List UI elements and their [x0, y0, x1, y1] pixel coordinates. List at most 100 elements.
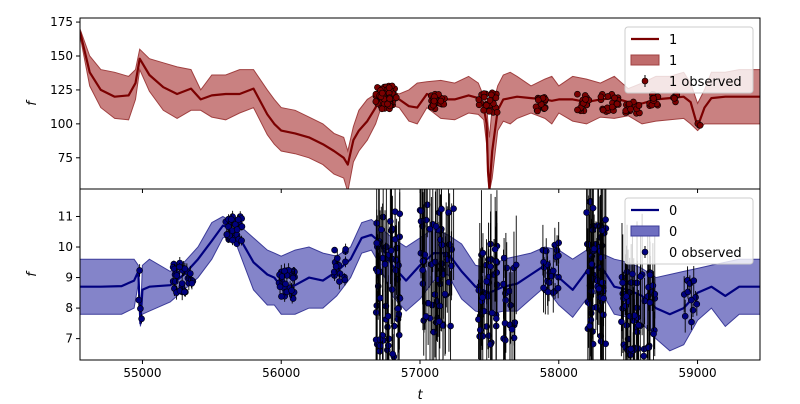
observed-point [173, 272, 181, 279]
observed-point [650, 95, 657, 102]
observed-point [681, 312, 689, 320]
observed-point [432, 223, 440, 230]
observed-point [510, 334, 518, 342]
observed-point [438, 205, 445, 213]
observed-point [488, 309, 496, 317]
legend-box [624, 26, 754, 94]
observed-point [424, 299, 432, 307]
observed-point [331, 246, 338, 254]
observed-point [172, 278, 179, 285]
observed-point [421, 251, 429, 259]
observed-point [372, 98, 380, 105]
plot-area [80, 189, 760, 360]
observed-point [507, 301, 514, 309]
observed-point [374, 268, 381, 275]
observed-point [384, 312, 392, 320]
observed-point [600, 294, 607, 302]
observed-point [437, 97, 445, 105]
legend-label: 0 [669, 225, 677, 240]
bottom-panel: 7 8 9 10 11 55000 56000 57000 58000 59000 f t 0 0 0 ob… [25, 188, 761, 403]
observed-point [342, 258, 349, 266]
observed-point [508, 325, 516, 333]
observed-point [238, 223, 246, 230]
observed-point [447, 322, 454, 330]
x-tick-label: 55000 [123, 366, 161, 380]
observed-point [381, 260, 389, 268]
observed-point [396, 210, 404, 218]
observed-point [378, 89, 386, 97]
observed-point [586, 322, 594, 330]
observed-point [611, 94, 618, 102]
observed-point [597, 93, 605, 101]
observed-point [386, 218, 394, 225]
observed-point [645, 344, 653, 351]
y-tick-label: 100 [50, 117, 73, 131]
observed-point [333, 254, 341, 262]
confidence-band [80, 28, 760, 189]
observed-point [386, 95, 394, 102]
observed-point [583, 209, 590, 216]
observed-point [395, 331, 403, 339]
legend-point-swatch [641, 248, 649, 256]
x-tick-label: 59000 [678, 366, 716, 380]
observed-point [492, 315, 500, 322]
model-line [80, 31, 760, 189]
observed-point [582, 96, 589, 103]
observed-point [544, 288, 552, 296]
y-axis-label: f [25, 270, 40, 277]
x-tick-label: 56000 [262, 366, 300, 380]
y-tick-label: 9 [65, 271, 73, 285]
observed-point [342, 246, 349, 253]
observed-point [549, 267, 557, 275]
observed-point [188, 279, 196, 287]
observed-point [604, 93, 612, 100]
observed-point [441, 290, 449, 298]
observed-point [436, 302, 444, 310]
observed-point [394, 305, 402, 313]
y-tick-label: 10 [58, 240, 73, 254]
x-tick-label: 58000 [540, 366, 578, 380]
observed-point [479, 249, 487, 257]
observed-point [278, 273, 286, 280]
observed-point [395, 261, 402, 269]
legend-label: 1 [669, 33, 677, 48]
observed-point [276, 283, 284, 291]
observed-point [534, 107, 541, 115]
legend-label: 0 [669, 204, 677, 219]
observed-point [602, 340, 610, 348]
legend-box [624, 197, 754, 265]
observed-point [485, 108, 493, 115]
observed-point [430, 97, 438, 105]
y-tick-label: 7 [65, 332, 73, 346]
observed-point [387, 247, 395, 254]
observed-point [487, 341, 494, 348]
observed-point [635, 321, 642, 329]
observed-point [379, 254, 386, 262]
observed-point [492, 94, 500, 102]
observed-point [278, 293, 285, 300]
x-tick-label: 57000 [401, 366, 439, 380]
observed-point [599, 279, 606, 286]
observed-point [419, 266, 426, 274]
observed-point [690, 277, 698, 285]
observed-point [608, 103, 616, 111]
observed-point [646, 271, 654, 279]
observed-point [627, 105, 634, 113]
observed-point [228, 216, 235, 223]
y-tick-label: 8 [65, 301, 73, 315]
observed-point [595, 285, 603, 293]
observed-point [138, 315, 145, 323]
observed-point [629, 270, 636, 278]
observed-point [378, 105, 386, 113]
observed-point [486, 97, 494, 104]
legend-label: 1 [669, 54, 677, 69]
observed-point [385, 335, 393, 343]
observed-point [590, 245, 598, 253]
observed-point [445, 278, 453, 286]
legend: 1 1 1 observed [624, 26, 754, 94]
observed-point [555, 252, 562, 259]
observed-point [332, 263, 340, 270]
observed-point [430, 328, 438, 336]
observed-point [476, 326, 484, 334]
observed-point [574, 90, 581, 98]
